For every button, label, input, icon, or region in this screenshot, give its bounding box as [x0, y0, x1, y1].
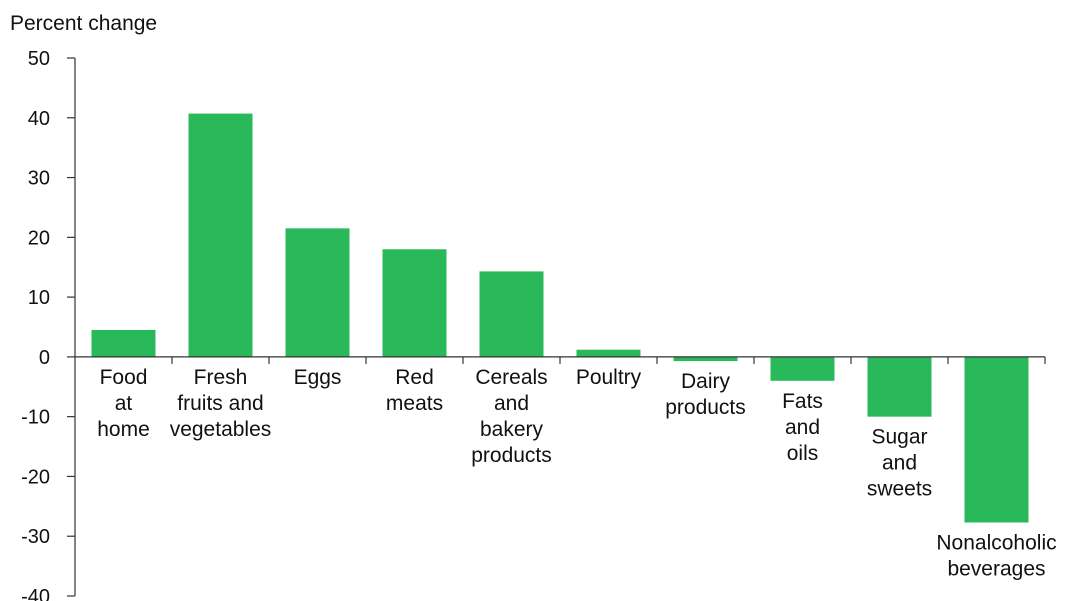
bar — [91, 329, 156, 357]
y-tick-label: 50 — [28, 48, 50, 70]
y-tick-label: 30 — [28, 168, 50, 190]
category-label: Cereals and bakery products — [471, 366, 552, 467]
bar — [673, 356, 738, 362]
bars — [91, 113, 1029, 523]
category-label-line: home — [97, 418, 150, 441]
category-label: Eggs — [294, 366, 342, 389]
y-tick-label: -40 — [21, 586, 50, 601]
category-label: Poultry — [576, 366, 642, 389]
category-label-line: and — [785, 416, 820, 439]
bar — [188, 113, 253, 357]
category-label-line: Fresh — [194, 366, 248, 389]
y-tick-label: 0 — [39, 347, 50, 369]
category-label: Sugar and sweets — [867, 426, 932, 501]
category-label-line: Nonalcoholic — [936, 531, 1056, 554]
category-label-line: bakery — [480, 418, 544, 441]
category-label-line: oils — [787, 442, 819, 465]
category-label-line: Fats — [782, 390, 823, 413]
bar — [479, 271, 544, 357]
category-label-line: Food — [100, 366, 148, 389]
category-label-line: Eggs — [294, 366, 342, 389]
bar — [576, 349, 641, 357]
category-label-line: sweets — [867, 478, 932, 501]
y-tick-label: 20 — [28, 227, 50, 249]
category-label: Fresh fruits and vegetables — [170, 366, 272, 441]
category-label-line: and — [882, 452, 917, 475]
category-label-line: products — [471, 444, 552, 467]
category-label: Dairy products — [665, 370, 746, 419]
x-axis — [75, 356, 1046, 364]
y-tick-label: -30 — [21, 526, 50, 548]
bar — [867, 356, 932, 417]
y-tick-label: 40 — [28, 108, 50, 130]
category-label-line: beverages — [947, 557, 1045, 580]
bar — [964, 356, 1029, 523]
category-label: Food at home — [97, 366, 150, 441]
category-label: Red meats — [386, 366, 443, 415]
category-label-line: meats — [386, 392, 443, 415]
category-label-line: products — [665, 396, 746, 419]
bar — [382, 249, 447, 357]
category-label-line: Poultry — [576, 366, 642, 389]
category-label-line: at — [115, 392, 133, 415]
category-label-line: Sugar — [871, 426, 927, 449]
category-label-line: fruits and — [177, 392, 263, 415]
y-tick-label: 10 — [28, 287, 50, 309]
category-label-line: and — [494, 392, 529, 415]
y-axis: 50 40 30 20 10 0 -10 -20 -30 -40 — [21, 48, 76, 601]
category-label-line: Red — [395, 366, 434, 389]
y-tick-label: -10 — [21, 407, 50, 429]
bar — [770, 356, 835, 381]
y-tick-label: -20 — [21, 466, 50, 488]
category-label: Nonalcoholic beverages — [936, 531, 1056, 580]
category-label-line: vegetables — [170, 418, 272, 441]
bar — [285, 228, 350, 357]
category-labels: Food at home Fresh fruits and vegetables Eggs R… — [97, 366, 1056, 581]
category-label-line: Dairy — [681, 370, 731, 393]
category-label-line: Cereals — [475, 366, 547, 389]
category-label: Fats and oils — [782, 390, 823, 465]
y-axis-title: Percent change — [10, 12, 157, 35]
